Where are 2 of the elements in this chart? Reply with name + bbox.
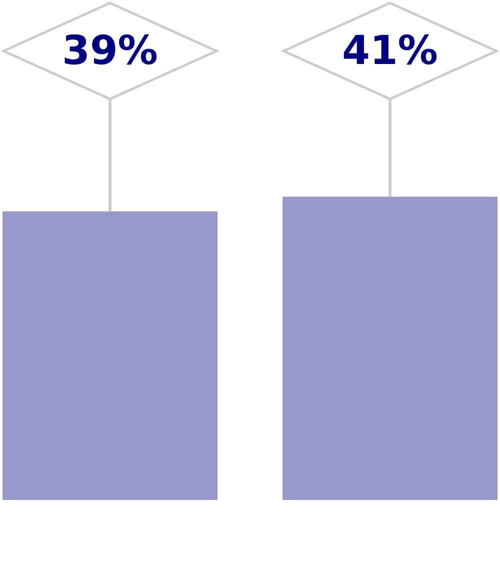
- data-label: 39%: [62, 28, 158, 74]
- data-label: 41%: [342, 28, 438, 74]
